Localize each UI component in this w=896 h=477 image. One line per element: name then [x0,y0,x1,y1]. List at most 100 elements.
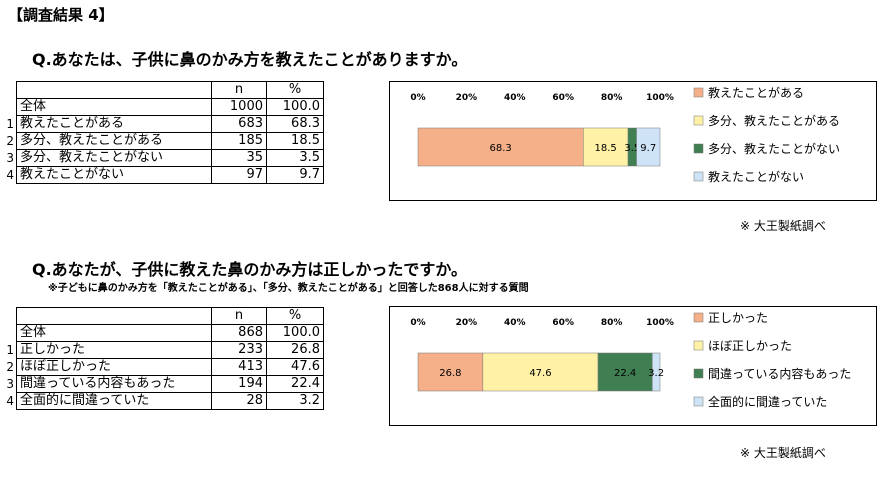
row-pct: 26.8 [266,341,324,359]
header-pct: % [266,307,324,325]
legend-label: 多分、教えたことがある [708,113,840,128]
question-2-note: ※子どもに鼻のかみ方を「教えたことがある」、「多分、教えたことがある」と回答した… [48,283,529,294]
data-label: 68.3 [490,143,512,154]
question-2-title: Q.あなたが、子供に教えた鼻のかみ方は正しかったですか。 [32,260,468,279]
row-n: 35 [211,149,267,167]
row-n: 97 [211,166,267,184]
survey-title: 【調査結果 4】 [8,6,114,24]
row-n: 683 [211,115,267,133]
row-pct: 100.0 [266,324,324,342]
row-index: 2 [6,134,14,148]
header-pct: % [266,81,324,99]
chart-1-frame: 0% 20% 40% 60% 80% 100% 68.3 18.5 3.5 9.7 教えたことがある… [389,81,877,201]
header-n: n [211,81,267,99]
row-label: 全体 [16,324,212,342]
legend-label: 教えたことがある [708,85,804,100]
table-row-total: 全体 1000 100.0 [4,98,324,116]
legend-label: 正しかった [708,311,768,325]
row-index: 4 [6,394,14,408]
row-index: 3 [6,377,14,391]
table-row: 2 多分、教えたことがある 185 18.5 [4,132,324,150]
q2-table: n % 全体 868 100.0 1 正しかった 233 26.8 2 ほぼ正し… [4,307,324,410]
tick-label: 80% [601,93,623,103]
header-label [16,81,212,99]
table-row: 3 間違っている内容もあった 194 22.4 [4,375,324,393]
question-1-title: Q.あなたは、子供に鼻のかみ方を教えたことがありますか。 [32,50,468,69]
row-index: 3 [6,151,14,165]
legend-swatch [693,171,704,182]
header-label [16,307,212,325]
legend-label: 教えたことがない [708,169,804,184]
tick-label: 20% [456,318,478,328]
row-label: 全面的に間違っていた [16,392,212,410]
data-label: 3.2 [648,368,664,379]
table-header-row: n % [4,81,324,99]
table-row: 4 教えたことがない 97 9.7 [4,166,324,184]
data-label: 3.5 [624,143,640,154]
tick-label: 40% [504,93,526,103]
row-n: 194 [211,375,267,393]
row-label: 多分、教えたことがない [16,149,212,167]
row-label: 教えたことがない [16,166,212,184]
row-index: 2 [6,360,14,374]
chart-2-frame: 0% 20% 40% 60% 80% 100% 26.8 47.6 22.4 3.2 正しかった ほぼ… [389,306,877,426]
row-label: 教えたことがある [16,115,212,133]
chart-1: 0% 20% 40% 60% 80% 100% 68.3 18.5 3.5 9.7 教えたことがある… [410,85,840,184]
table-header-row: n % [4,307,324,325]
legend-label: 多分、教えたことがない [708,141,840,156]
tick-label: 40% [504,318,526,328]
row-pct: 68.3 [266,115,324,133]
row-pct: 3.2 [266,392,324,410]
legend-swatch [693,368,704,379]
table-row-total: 全体 868 100.0 [4,324,324,342]
bar-segment [482,352,599,392]
row-label: ほぼ正しかった [16,358,212,376]
row-pct: 18.5 [266,132,324,150]
legend-swatch [693,115,704,126]
table-row: 2 ほぼ正しかった 413 47.6 [4,358,324,376]
tick-label: 100% [646,318,674,328]
row-label: 多分、教えたことがある [16,132,212,150]
credit-1: ※ 大王製紙調べ [740,219,826,233]
row-n: 413 [211,358,267,376]
table-row: 1 正しかった 233 26.8 [4,341,324,359]
legend-label: ほぼ正しかった [708,339,792,353]
bar-segment [597,352,653,392]
credit-2: ※ 大王製紙調べ [740,446,826,460]
table-row: 1 教えたことがある 683 68.3 [4,115,324,133]
tick-label: 80% [601,318,623,328]
data-label: 18.5 [595,143,617,154]
bar-segment [417,127,584,167]
bar-segment [417,352,484,392]
row-label: 全体 [16,98,212,116]
legend-label: 全面的に間違っていた [708,394,827,409]
tick-label: 60% [552,93,574,103]
row-label: 正しかった [16,341,212,359]
legend-swatch [693,143,704,154]
row-n: 868 [211,324,267,342]
bar-segment [636,127,661,167]
tick-label: 0% [410,318,425,328]
row-pct: 22.4 [266,375,324,393]
legend-swatch [693,396,704,407]
tick-label: 0% [410,93,425,103]
data-label: 26.8 [439,368,461,379]
row-n: 1000 [211,98,267,116]
table-row: 3 多分、教えたことがない 35 3.5 [4,149,324,167]
data-label: 9.7 [640,143,656,154]
data-label: 22.4 [614,368,636,379]
row-pct: 47.6 [266,358,324,376]
legend-label: 間違っている内容もあった [708,366,851,381]
tick-label: 20% [456,93,478,103]
legend-swatch [693,340,704,351]
row-index: 4 [6,168,14,182]
row-pct: 100.0 [266,98,324,116]
chart-2: 0% 20% 40% 60% 80% 100% 26.8 47.6 22.4 3.2 正しかったほぼ… [410,311,851,409]
tick-label: 60% [552,318,574,328]
header-n: n [211,307,267,325]
row-n: 233 [211,341,267,359]
bar-segment [583,127,629,167]
legend-swatch [693,312,704,323]
row-pct: 3.5 [266,149,324,167]
row-index: 1 [6,343,14,357]
